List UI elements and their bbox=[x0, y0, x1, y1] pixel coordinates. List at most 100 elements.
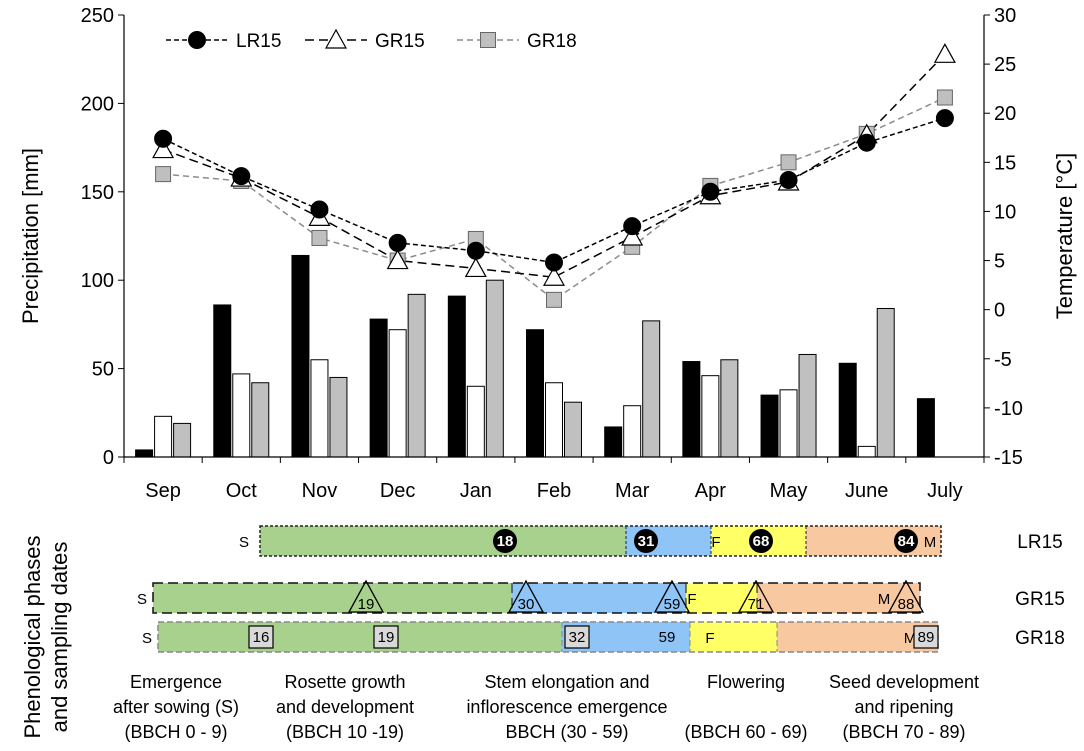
precip-bar-gr15 bbox=[388, 329, 407, 458]
legend-marker-lr15 bbox=[188, 31, 206, 49]
precip-bar-gr18 bbox=[720, 359, 739, 458]
sampling-label: 30 bbox=[518, 596, 535, 613]
sampling-marker-triangle bbox=[737, 579, 775, 613]
sampling-marker-circle bbox=[634, 529, 658, 553]
sampling-label: 16 bbox=[253, 629, 270, 646]
precip-tick-label: 200 bbox=[81, 93, 114, 115]
temp-tick-label: 20 bbox=[994, 103, 1016, 125]
precip-bar-lr15 bbox=[916, 398, 935, 458]
precip-bar-gr15 bbox=[857, 445, 876, 458]
precip-bar-gr18 bbox=[329, 376, 348, 458]
sampling-label: 18 bbox=[497, 533, 514, 550]
precip-tick-label: 100 bbox=[81, 270, 114, 292]
temp-tick-label: -15 bbox=[994, 447, 1023, 469]
phase-segment bbox=[158, 622, 562, 652]
sampling-marker-triangle bbox=[653, 579, 691, 613]
temp-tick-label: 5 bbox=[994, 251, 1005, 273]
phase-bar-outline bbox=[259, 525, 942, 557]
phenology-rows: S F M 18 31 68 84 LR15 S F M 19 30 59 71 88 GR15 S F M 16 19 3… bbox=[137, 525, 1065, 653]
row-label-gr18: GR18 bbox=[1015, 628, 1065, 649]
precip-bar-gr15 bbox=[310, 359, 329, 458]
legend-marker-gr18 bbox=[480, 32, 496, 48]
phenology-title-line2: and sampling dates bbox=[47, 542, 72, 733]
phase-description-line: inflorescence emergence bbox=[466, 697, 667, 717]
precip-bar-lr15 bbox=[526, 329, 544, 458]
sampling-marker-circle bbox=[493, 529, 517, 553]
phase-description-line: (BBCH 60 - 69) bbox=[684, 722, 807, 742]
phase-description-line: Flowering bbox=[707, 672, 785, 692]
temp-point-lr15 bbox=[388, 233, 407, 252]
month-label: Nov bbox=[302, 480, 338, 502]
temp-point-lr15 bbox=[466, 241, 485, 260]
sowing-label: S bbox=[142, 630, 152, 647]
maturity-letter: M bbox=[904, 630, 917, 647]
phase-description-line: (BBCH 70 - 89) bbox=[842, 722, 965, 742]
month-label: Apr bbox=[695, 480, 726, 502]
sampling-marker-circle bbox=[894, 529, 918, 553]
legend-label-gr18: GR18 bbox=[527, 31, 577, 52]
temp-point-lr15 bbox=[232, 167, 251, 186]
temp-point-gr15 bbox=[621, 225, 644, 246]
phase-description-line: and ripening bbox=[854, 697, 953, 717]
sampling-label: 89 bbox=[918, 629, 935, 646]
phase-segment bbox=[260, 526, 626, 556]
temp-ticks: -15 -10 -5 0 5 10 15 20 25 30 bbox=[984, 5, 1023, 469]
sampling-marker-square bbox=[373, 625, 399, 649]
temp-point-lr15 bbox=[545, 253, 563, 272]
temp-line-gr15 bbox=[162, 53, 946, 279]
maturity-letter: M bbox=[924, 534, 937, 551]
sampling-label: 88 bbox=[898, 596, 915, 613]
precip-bar-lr15 bbox=[447, 295, 466, 458]
maturity-letter: M bbox=[878, 591, 891, 608]
precip-bar-gr18 bbox=[173, 422, 192, 458]
month-label: Sep bbox=[145, 480, 181, 502]
legend-label-lr15: LR15 bbox=[236, 31, 281, 52]
temp-point-gr15 bbox=[152, 138, 175, 159]
temp-point-lr15 bbox=[779, 171, 798, 190]
phase-description-line: and development bbox=[276, 697, 414, 717]
precip-bar-lr15 bbox=[291, 254, 310, 458]
sampling-marker-square bbox=[248, 625, 274, 649]
precip-bar-lr15 bbox=[682, 361, 701, 458]
precip-tick-label: 150 bbox=[81, 182, 114, 204]
precip-bar-gr15 bbox=[232, 373, 251, 458]
precip-bar-lr15 bbox=[135, 449, 154, 458]
month-label: Oct bbox=[226, 480, 258, 502]
month-label: June bbox=[845, 480, 888, 502]
precip-tick-label: 50 bbox=[92, 359, 114, 381]
phase-segment bbox=[690, 622, 777, 652]
temp-point-gr15 bbox=[464, 257, 487, 278]
phase-segment bbox=[153, 583, 512, 613]
sampling-label: 32 bbox=[569, 629, 586, 646]
temp-point-lr15 bbox=[857, 133, 876, 152]
sampling-label: 59 bbox=[659, 629, 676, 646]
precip-bar-lr15 bbox=[369, 318, 388, 458]
phase-segment bbox=[686, 583, 757, 613]
precip-bar-gr18 bbox=[407, 293, 426, 458]
precip-ticks: 0 50 100 150 200 250 bbox=[81, 5, 124, 469]
temp-tick-label: -10 bbox=[994, 398, 1023, 420]
temp-point-gr18 bbox=[936, 89, 953, 106]
phase-segment bbox=[777, 622, 938, 652]
temp-axis-title: Temperature [°C] bbox=[1052, 153, 1077, 320]
axes bbox=[123, 15, 985, 458]
month-label: July bbox=[927, 480, 963, 502]
sowing-label: S bbox=[239, 534, 249, 551]
sampling-label: 71 bbox=[748, 596, 765, 613]
temp-point-gr18 bbox=[311, 229, 328, 246]
flowering-letter: F bbox=[687, 591, 696, 608]
sowing-label: S bbox=[137, 591, 147, 608]
temp-line-gr18 bbox=[163, 96, 946, 301]
precip-axis-title: Precipitation [mm] bbox=[18, 148, 43, 324]
temp-point-gr15 bbox=[933, 43, 956, 63]
precip-tick-label: 250 bbox=[81, 5, 114, 27]
month-label: Mar bbox=[615, 480, 650, 502]
precip-bar-gr15 bbox=[154, 415, 173, 458]
phase-description-line: Seed development bbox=[829, 672, 979, 692]
phase-description-line: BBCH (30 - 59) bbox=[505, 722, 628, 742]
temp-point-lr15 bbox=[154, 129, 173, 148]
sampling-marker-triangle bbox=[887, 579, 925, 613]
phase-description-line: Rosette growth bbox=[284, 672, 405, 692]
